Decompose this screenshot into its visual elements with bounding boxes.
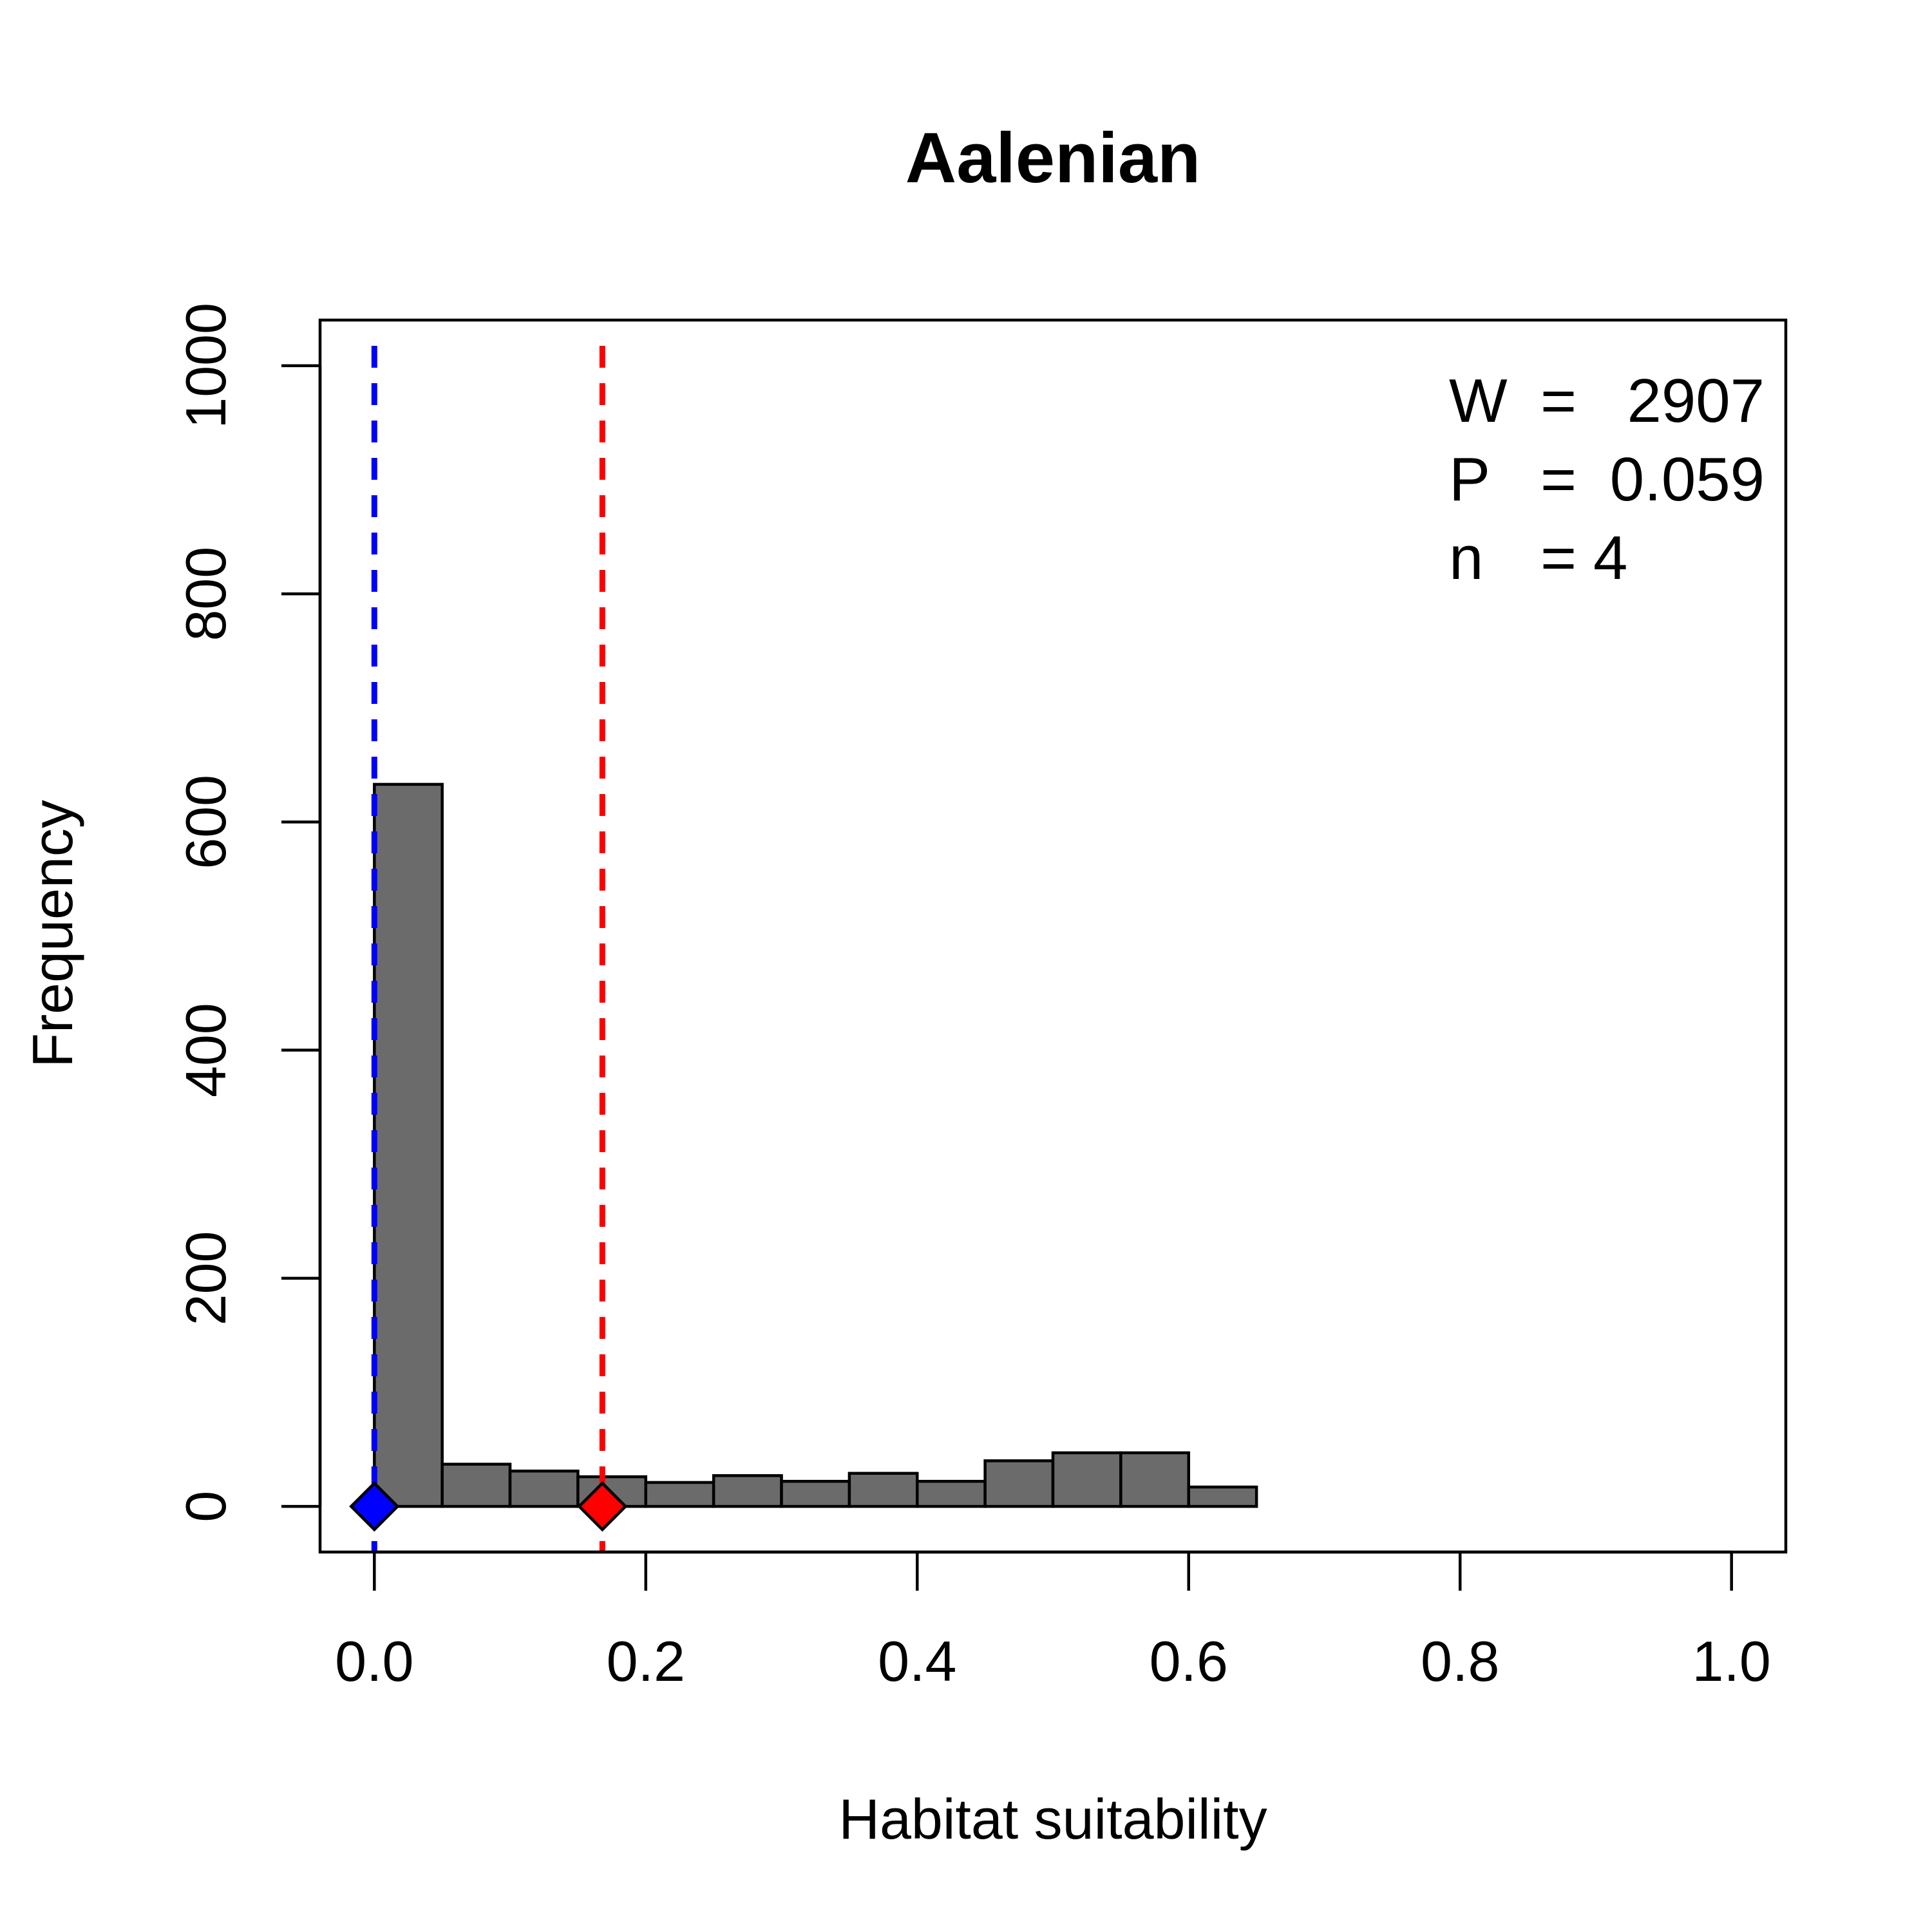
blue-diamond-marker bbox=[349, 1481, 400, 1532]
x-tick-label: 0.6 bbox=[1150, 1629, 1228, 1693]
chart-title: Aalenian bbox=[905, 118, 1200, 198]
stat-equals: = bbox=[1540, 366, 1577, 435]
y-tick-label: 200 bbox=[174, 1231, 238, 1325]
reference-lines bbox=[371, 346, 605, 1552]
y-tick-label: 1000 bbox=[174, 303, 238, 429]
stat-label: W bbox=[1449, 366, 1508, 435]
red-diamond-marker bbox=[577, 1481, 628, 1532]
y-tick-label: 400 bbox=[174, 1003, 238, 1097]
stat-equals: = bbox=[1540, 524, 1577, 592]
histogram-bar bbox=[440, 1463, 512, 1508]
histogram-bar bbox=[848, 1472, 919, 1508]
mean-markers bbox=[349, 1481, 628, 1532]
histogram-bars bbox=[373, 782, 1258, 1508]
histogram-bar bbox=[508, 1469, 580, 1508]
stat-label: n bbox=[1449, 524, 1483, 592]
stat-value: 2907 bbox=[1627, 366, 1765, 435]
y-axis: 0 200 400 600 800 1000 bbox=[174, 303, 322, 1522]
histogram-bar bbox=[712, 1474, 783, 1508]
y-tick-label: 800 bbox=[174, 547, 238, 641]
stat-equals: = bbox=[1540, 445, 1577, 514]
y-tick-label: 600 bbox=[174, 775, 238, 869]
y-tick-label: 0 bbox=[174, 1491, 238, 1522]
histogram-bar bbox=[983, 1459, 1055, 1508]
stat-value: 4 bbox=[1593, 524, 1627, 592]
histogram-bar bbox=[644, 1481, 715, 1508]
stat-label: P bbox=[1449, 445, 1490, 514]
histogram-bar bbox=[373, 782, 444, 1508]
x-tick-label: 0.2 bbox=[607, 1629, 685, 1693]
x-axis-label: Habitat suitability bbox=[838, 1787, 1267, 1851]
x-tick-label: 1.0 bbox=[1692, 1629, 1771, 1693]
histogram-bar bbox=[916, 1479, 987, 1508]
histogram-bar bbox=[780, 1479, 851, 1508]
x-tick-label: 0.8 bbox=[1421, 1629, 1499, 1693]
x-tick-label: 0.0 bbox=[335, 1629, 413, 1693]
x-axis: 0.0 0.2 0.4 0.6 0.8 1.0 bbox=[335, 1550, 1771, 1693]
y-axis-label: Frequency bbox=[21, 800, 84, 1068]
stat-value: 0.059 bbox=[1610, 445, 1765, 514]
x-tick-label: 0.4 bbox=[878, 1629, 956, 1693]
histogram-bar bbox=[1119, 1451, 1190, 1508]
histogram-bar bbox=[1187, 1485, 1258, 1508]
histogram-bar bbox=[1051, 1451, 1122, 1508]
